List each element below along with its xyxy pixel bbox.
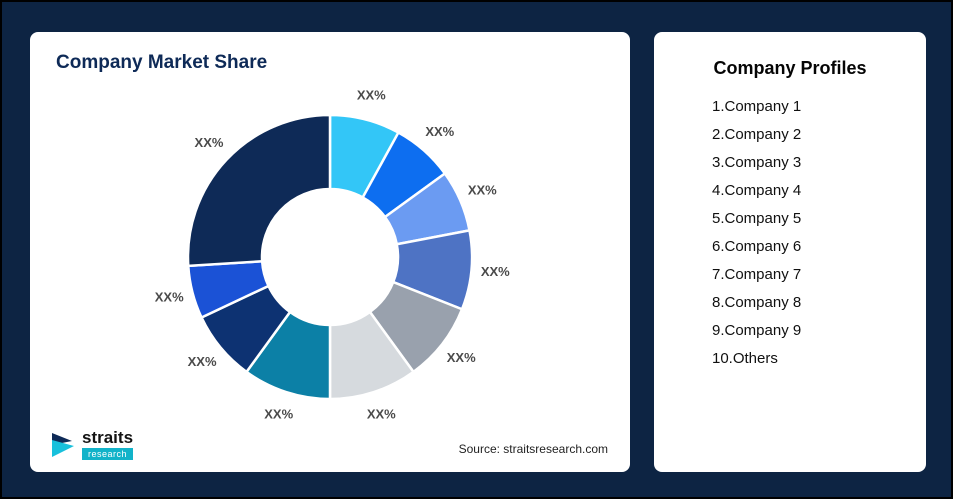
list-item: 4.Company 4 <box>712 182 802 199</box>
segment-label: XX% <box>468 183 497 198</box>
source-note: Source: straitsresearch.com <box>458 442 608 456</box>
list-item: 5.Company 5 <box>712 210 802 227</box>
segment-label: XX% <box>264 406 293 421</box>
list-item: 8.Company 8 <box>712 294 802 311</box>
straits-research-logo: straits research <box>50 429 133 460</box>
straits-logo-icon <box>52 432 74 457</box>
list-item: 1.Company 1 <box>712 98 802 115</box>
segment-label: XX% <box>357 88 386 103</box>
logo-name: straits <box>82 428 134 447</box>
segment-label: XX% <box>367 406 396 421</box>
company-profiles-card: Company Profiles 1.Company 1 2.Company 2… <box>654 32 926 472</box>
list-item: 6.Company 6 <box>712 238 802 255</box>
list-item: 2.Company 2 <box>712 126 802 143</box>
segment-label: XX% <box>195 135 224 150</box>
list-item: 9.Company 9 <box>712 322 802 339</box>
donut-segment-10 <box>186 113 332 268</box>
profiles-title: Company Profiles <box>713 58 867 78</box>
market-share-card: Company Market Share XX% XX% XX% XX% XX% XX% X… <box>30 32 630 472</box>
segment-label: XX% <box>425 124 454 139</box>
list-item: 3.Company 3 <box>712 154 802 171</box>
segment-label: XX% <box>155 290 184 305</box>
market-share-donut: XX% XX% XX% XX% XX% XX% XX% XX% XX% XX% <box>155 88 510 422</box>
logo-subtitle: research <box>82 448 134 460</box>
list-item: 10.Others <box>712 350 778 367</box>
logo-text: straits research <box>82 429 133 460</box>
segment-label: XX% <box>481 264 510 279</box>
segment-label: XX% <box>447 350 476 365</box>
chart-title: Company Market Share <box>56 52 268 73</box>
list-item: 7.Company 7 <box>712 266 802 283</box>
segment-label: XX% <box>188 354 217 369</box>
company-profiles-list: 1.Company 1 2.Company 2 3.Company 3 4.Co… <box>654 93 926 373</box>
